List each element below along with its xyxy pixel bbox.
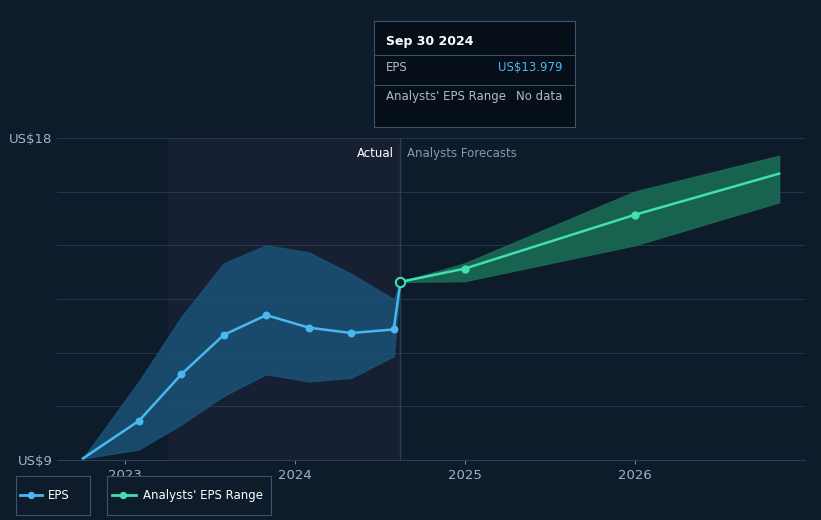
Point <box>175 370 188 379</box>
Text: US$13.979: US$13.979 <box>498 61 562 74</box>
Point <box>458 264 471 272</box>
Point <box>394 278 407 286</box>
Point <box>259 311 273 319</box>
Point <box>132 417 145 425</box>
Point <box>117 491 130 499</box>
Bar <box>167 138 401 460</box>
Text: Actual: Actual <box>356 147 393 160</box>
Text: Sep 30 2024: Sep 30 2024 <box>386 35 473 48</box>
Text: No data: No data <box>516 90 562 103</box>
Text: Analysts Forecasts: Analysts Forecasts <box>407 147 517 160</box>
Point <box>387 326 400 334</box>
Point <box>628 211 641 219</box>
Point <box>218 331 231 339</box>
Point <box>302 323 315 332</box>
Text: Analysts' EPS Range: Analysts' EPS Range <box>143 489 263 502</box>
Text: EPS: EPS <box>48 489 69 502</box>
Point <box>345 329 358 337</box>
Text: Analysts' EPS Range: Analysts' EPS Range <box>386 90 506 103</box>
Point <box>25 491 38 499</box>
Text: EPS: EPS <box>386 61 407 74</box>
